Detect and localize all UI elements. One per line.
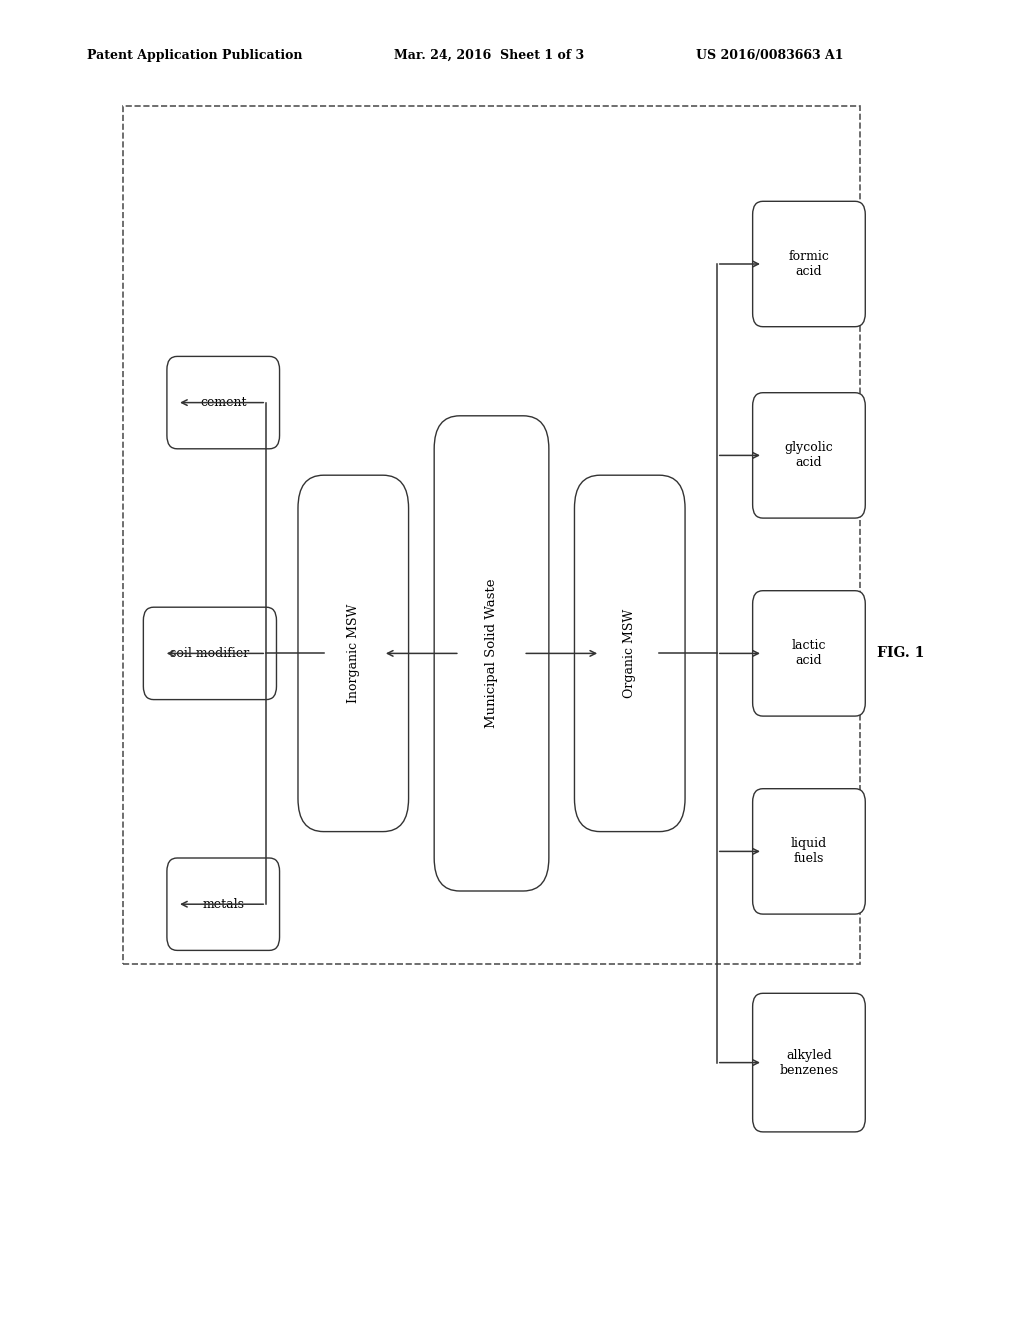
Text: lactic
acid: lactic acid — [792, 639, 826, 668]
Text: glycolic
acid: glycolic acid — [784, 441, 834, 470]
FancyBboxPatch shape — [753, 201, 865, 326]
Text: Patent Application Publication: Patent Application Publication — [87, 49, 302, 62]
FancyBboxPatch shape — [574, 475, 685, 832]
Text: alkyled
benzenes: alkyled benzenes — [779, 1048, 839, 1077]
FancyBboxPatch shape — [298, 475, 409, 832]
FancyBboxPatch shape — [753, 993, 865, 1133]
Text: metals: metals — [202, 898, 245, 911]
FancyBboxPatch shape — [434, 416, 549, 891]
FancyBboxPatch shape — [143, 607, 276, 700]
Text: cement: cement — [200, 396, 247, 409]
Text: US 2016/0083663 A1: US 2016/0083663 A1 — [696, 49, 844, 62]
Text: formic
acid: formic acid — [788, 249, 829, 279]
Text: FIG. 1: FIG. 1 — [878, 647, 925, 660]
FancyBboxPatch shape — [753, 789, 865, 913]
FancyBboxPatch shape — [753, 591, 865, 715]
FancyBboxPatch shape — [167, 858, 280, 950]
Text: soil modifier: soil modifier — [170, 647, 250, 660]
Text: Organic MSW: Organic MSW — [624, 609, 636, 698]
Text: Inorganic MSW: Inorganic MSW — [347, 603, 359, 704]
Text: liquid
fuels: liquid fuels — [791, 837, 827, 866]
FancyBboxPatch shape — [167, 356, 280, 449]
Text: Municipal Solid Waste: Municipal Solid Waste — [485, 578, 498, 729]
FancyBboxPatch shape — [753, 393, 865, 517]
Text: Mar. 24, 2016  Sheet 1 of 3: Mar. 24, 2016 Sheet 1 of 3 — [394, 49, 585, 62]
